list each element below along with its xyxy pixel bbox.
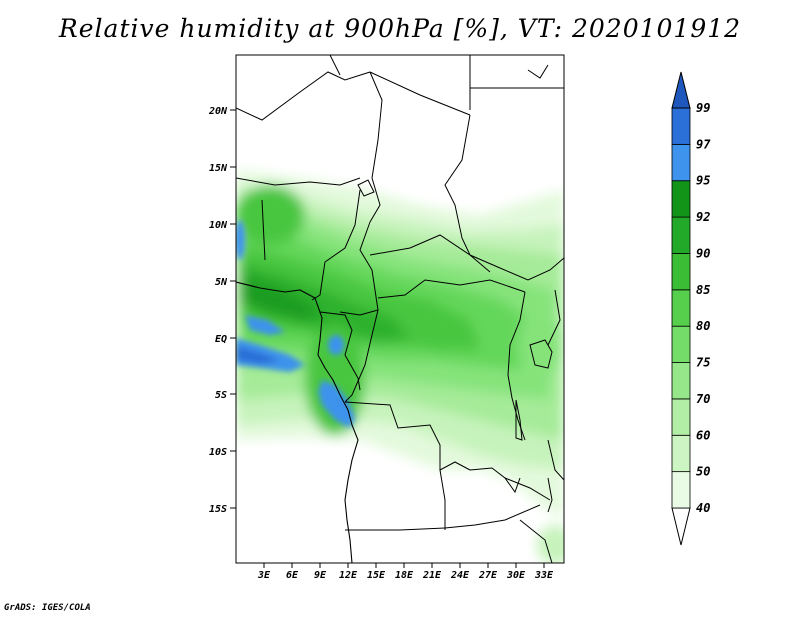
y-tick-labels: 20N 15N 10N 5N EQ 5S 10S 15S xyxy=(208,106,228,515)
rh-patch-se xyxy=(537,525,564,563)
rh-contour-92 xyxy=(240,275,325,320)
border-angola-zambia xyxy=(439,469,446,530)
rh-patch-east xyxy=(518,310,562,380)
lake-tanganyika xyxy=(515,399,523,441)
border-algeria-niger xyxy=(236,71,371,121)
rh-patch-north xyxy=(236,185,305,245)
border-sudan-south xyxy=(469,254,564,281)
colorbar-segment xyxy=(671,507,691,546)
colorbar-segment xyxy=(671,434,691,473)
y-tick-label: EQ xyxy=(215,334,227,345)
rh-contour-95-coast xyxy=(318,380,355,428)
y-tick-label: 15S xyxy=(209,504,227,515)
humidity-field xyxy=(236,55,564,563)
y-axis xyxy=(230,109,236,509)
border-zambia-south xyxy=(444,504,541,529)
colorbar-label: 80 xyxy=(696,319,710,333)
rh-contour-90 xyxy=(240,262,410,345)
border-drc-uganda xyxy=(507,291,526,376)
red-sea-coast xyxy=(527,64,549,79)
colorbar-segment xyxy=(671,398,691,436)
colorbar-label: 92 xyxy=(696,210,710,224)
y-tick-label: 20N xyxy=(208,106,228,117)
x-tick-label: 27E xyxy=(478,570,498,581)
y-tick-label: 10N xyxy=(209,220,228,231)
border-chad-sudan xyxy=(444,114,471,256)
y-tick-label: 5N xyxy=(215,277,228,288)
x-tick-label: 30E xyxy=(506,570,526,581)
lake-victoria xyxy=(529,339,553,369)
border-niger-nigeria xyxy=(236,177,361,186)
x-tick-labels: 3E 6E 9E 12E 15E 18E 21E 24E 27E 30E 33E xyxy=(257,570,554,581)
border-drc-angola xyxy=(344,401,471,471)
border-car-chad xyxy=(369,234,491,273)
rh-contour-95-spot xyxy=(328,335,344,355)
y-tick-label: 15N xyxy=(209,163,228,174)
coastline-west xyxy=(236,281,359,563)
border-tanzania-mozambique xyxy=(547,439,564,481)
lake-malawi xyxy=(547,477,553,513)
colorbar-segment xyxy=(671,143,691,182)
map-frame xyxy=(235,54,565,564)
colorbar-label: 70 xyxy=(696,392,710,406)
border-zimbabwe xyxy=(519,519,553,563)
x-tick-label: 12E xyxy=(339,570,358,581)
border-nigeria-west xyxy=(261,199,266,261)
colorbar-label: 85 xyxy=(696,283,710,297)
map-title: Relative humidity at 900hPa [%], VT: 202… xyxy=(58,14,742,43)
border-zambia-mozambique xyxy=(504,477,551,501)
colorbar-label: 50 xyxy=(696,465,710,479)
colorbar-label: 95 xyxy=(696,174,710,188)
lake-chad xyxy=(357,179,375,197)
country-borders xyxy=(236,55,564,563)
grads-credit: GrADS: IGES/COLA xyxy=(4,603,91,613)
border-libya-chad xyxy=(369,71,471,116)
border-chad-niger xyxy=(369,71,383,223)
border-nigeria-cameroon xyxy=(311,189,361,301)
colorbar-segment xyxy=(671,289,691,327)
colorbar-label: 60 xyxy=(696,428,710,442)
colorbar-segment xyxy=(671,107,691,145)
rh-contour-95-gulf xyxy=(245,315,285,335)
colorbar-segment xyxy=(671,71,691,109)
colorbar-segment xyxy=(671,325,691,363)
colorbar-segment xyxy=(671,180,691,218)
colorbar-label: 97 xyxy=(696,137,711,151)
colorbar-label: 90 xyxy=(696,246,710,260)
border-car-drc xyxy=(377,279,526,299)
rh-contour-97-west xyxy=(236,346,280,364)
y-tick-label: 10S xyxy=(209,447,227,458)
colorbar-segment xyxy=(671,253,691,291)
x-tick-label: 21E xyxy=(422,570,442,581)
border-congo-drc xyxy=(344,309,379,403)
border-libya-west xyxy=(329,55,341,76)
rh-contour-95-west xyxy=(236,338,305,372)
colorbar-segment xyxy=(671,471,691,509)
colorbar: 40 50 60 70 75 80 85 90 92 95 97 99 xyxy=(671,71,711,546)
border-uganda-kenya xyxy=(547,289,561,346)
colorbar-segment xyxy=(671,216,691,254)
y-tick-label: 5S xyxy=(215,390,227,401)
border-cameroon-car xyxy=(339,221,379,316)
rh-contour-95-west-edge xyxy=(236,220,245,260)
colorbar-label: 40 xyxy=(696,501,710,515)
colorbar-label: 99 xyxy=(696,101,710,115)
x-tick-label: 33E xyxy=(534,570,554,581)
x-tick-label: 18E xyxy=(395,570,414,581)
x-tick-label: 24E xyxy=(450,570,470,581)
x-tick-label: 9E xyxy=(314,570,327,581)
x-axis xyxy=(263,563,545,568)
x-tick-label: 15E xyxy=(367,570,386,581)
border-angola-namibia xyxy=(345,527,446,531)
colorbar-label: 75 xyxy=(696,356,710,370)
x-tick-label: 6E xyxy=(286,570,299,581)
x-tick-label: 3E xyxy=(257,570,271,581)
colorbar-segment xyxy=(671,362,691,400)
